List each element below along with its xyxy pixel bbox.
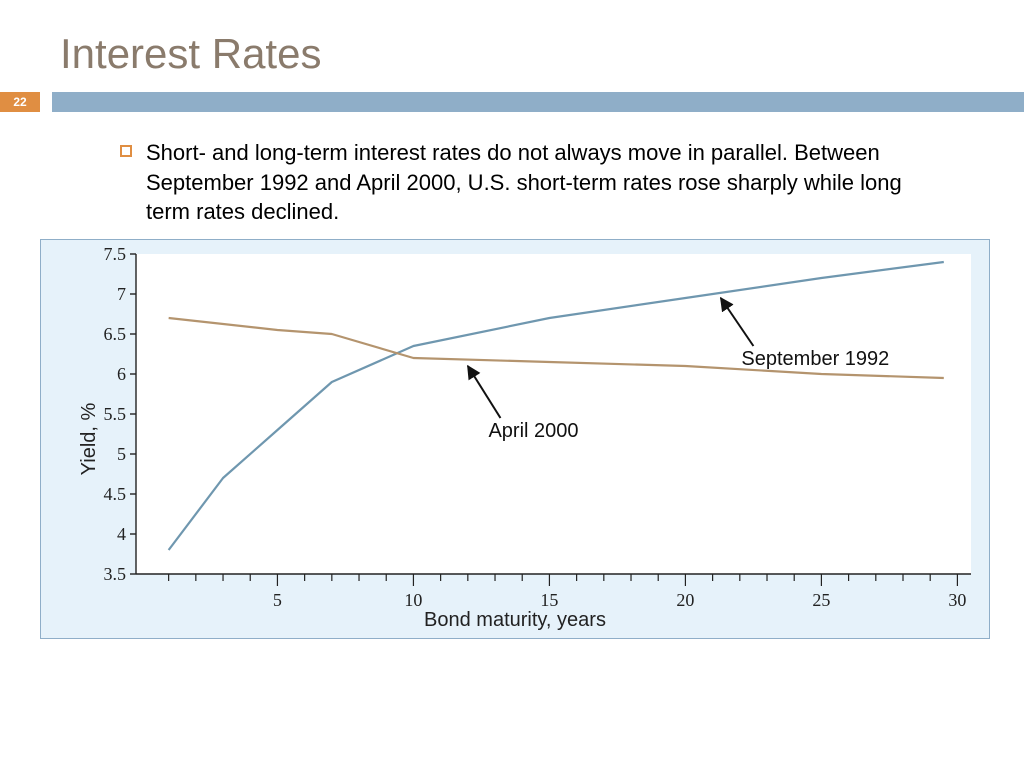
x-axis-label: Bond maturity, years [424,609,606,632]
accent-bar-row: 22 [0,92,1024,112]
svg-text:5: 5 [117,444,126,464]
svg-text:5.5: 5.5 [104,404,127,424]
chart-annotation: September 1992 [741,348,889,371]
svg-text:7: 7 [117,284,126,304]
svg-text:5: 5 [273,590,282,610]
slide-title: Interest Rates [0,0,1024,92]
svg-text:25: 25 [812,590,830,610]
svg-text:7.5: 7.5 [104,244,127,264]
accent-bar [52,92,1024,112]
svg-text:15: 15 [540,590,558,610]
svg-text:20: 20 [676,590,694,610]
bullet-paragraph: Short- and long-term interest rates do n… [0,138,1024,239]
yield-curve-chart: 3.544.555.566.577.551015202530 Yield, % … [40,239,990,639]
page-number-badge: 22 [0,92,40,112]
svg-text:4: 4 [117,524,126,544]
svg-text:6.5: 6.5 [104,324,127,344]
bullet-square-icon [120,145,132,157]
svg-text:3.5: 3.5 [104,564,127,584]
svg-text:4.5: 4.5 [104,484,127,504]
chart-annotation: April 2000 [488,420,578,443]
svg-text:30: 30 [948,590,966,610]
y-axis-label: Yield, % [78,403,101,476]
bullet-text: Short- and long-term interest rates do n… [146,138,924,227]
svg-text:6: 6 [117,364,126,384]
svg-text:10: 10 [404,590,422,610]
